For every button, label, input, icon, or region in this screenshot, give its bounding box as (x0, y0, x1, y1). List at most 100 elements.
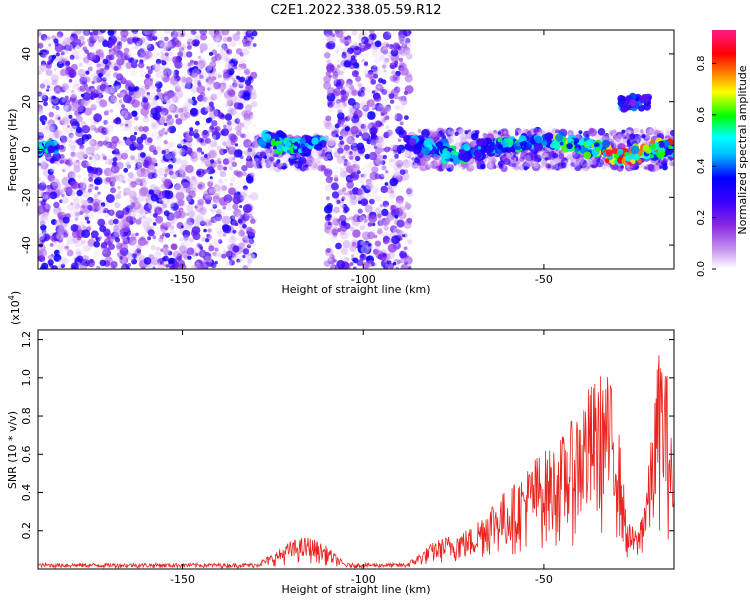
spectrogram-noise-cell (380, 172, 386, 178)
spectrogram-noise-cell (65, 127, 73, 134)
spectrogram-ridge-cell (33, 152, 37, 156)
spectrogram-noise-cell (183, 240, 190, 247)
spectrogram-noise-cell (69, 209, 77, 217)
spectrogram-noise-cell (245, 84, 254, 93)
spectrogram-noise-cell (450, 139, 455, 143)
spectrogram-noise-cell (385, 125, 390, 129)
spectrogram-noise-cell (644, 133, 651, 140)
spectrogram-noise-cell (89, 139, 95, 146)
spectrogram-noise-cell (374, 40, 382, 48)
spectrogram-noise-cell (400, 264, 409, 269)
spectrogram-noise-cell (123, 192, 127, 197)
spectrogram-ridge-cell (414, 143, 422, 150)
spectrogram-noise-cell (45, 209, 50, 213)
spectrogram-noise-cell (336, 67, 345, 76)
spectrogram-ridge-cell (566, 142, 573, 150)
spectrogram-noise-cell (245, 151, 251, 157)
spectrogram-noise-cell (380, 112, 385, 117)
spectrogram-noise-cell (405, 233, 413, 241)
spectrogram-noise-cell (236, 211, 244, 219)
spectrogram-noise-cell (326, 197, 331, 202)
spectrogram-noise-cell (219, 49, 224, 53)
spectrogram-noise-cell (201, 182, 206, 187)
spectrogram-noise-cell (460, 129, 466, 135)
spectrogram-noise-cell (146, 92, 150, 96)
spectrogram-noise-cell (52, 106, 62, 116)
spectrogram-noise-cell (463, 138, 469, 145)
spectrogram-noise-cell (64, 95, 69, 100)
spectrogram-noise-cell (327, 221, 332, 226)
spectrogram-noise-cell (142, 126, 149, 133)
spectrogram-noise-cell (156, 87, 162, 93)
spectrogram-noise-cell (567, 158, 576, 167)
spectrogram-noise-cell (382, 73, 388, 79)
spectrogram-noise-cell (197, 244, 203, 249)
spectrogram-noise-cell (376, 66, 383, 73)
spectrogram-noise-cell (373, 263, 377, 267)
spectrogram-noise-cell (163, 122, 168, 127)
spectrogram-noise-cell (399, 66, 408, 75)
spectrogram-noise-cell (241, 133, 247, 139)
spectrogram-noise-cell (163, 36, 169, 42)
spectrogram-noise-cell (150, 263, 156, 269)
spectrogram-noise-cell (336, 60, 340, 63)
spectrogram-noise-cell (143, 30, 152, 36)
spectrogram-noise-cell (209, 208, 213, 212)
spectrogram-noise-cell (370, 51, 378, 59)
spectrogram-noise-cell (63, 164, 72, 173)
spectrogram-noise-cell (126, 186, 136, 195)
spectrogram-noise-cell (246, 176, 254, 184)
spectrogram-noise-cell (221, 30, 230, 36)
spectrogram-ridge-cell (467, 154, 473, 160)
spectrogram-noise-cell (343, 83, 352, 92)
spectrogram-noise-cell (389, 164, 393, 168)
spectrogram-noise-cell (46, 60, 52, 66)
spectrogram-noise-cell (176, 259, 186, 269)
spectrogram-ridge-cell (293, 145, 298, 150)
spectrogram-noise-cell (384, 115, 390, 121)
spectrogram-noise-cell (161, 203, 167, 209)
spectrogram-noise-cell (126, 215, 134, 223)
spectrogram-noise-cell (109, 64, 114, 69)
spectrogram-noise-cell (239, 138, 243, 143)
spectrogram-noise-cell (147, 172, 155, 180)
spectrogram-noise-cell (191, 96, 196, 101)
spectrogram-noise-cell (74, 238, 83, 248)
spectrogram-noise-cell (219, 51, 228, 61)
spectrogram-noise-cell (117, 185, 121, 190)
spectrogram-noise-cell (171, 105, 180, 114)
spectrogram-noise-cell (625, 164, 630, 169)
spectrogram-noise-cell (175, 118, 183, 125)
spectrogram-noise-cell (384, 105, 392, 113)
spectrogram-noise-cell (404, 115, 409, 120)
spectrogram-noise-cell (79, 85, 86, 92)
spectrogram-noise-cell (244, 67, 251, 74)
spectrogram-noise-cell (654, 164, 661, 172)
spectrogram-noise-cell (38, 109, 44, 117)
spectrogram-noise-cell (139, 37, 146, 44)
spectrogram-ridge-cell (286, 149, 291, 154)
spectrogram-noise-cell (166, 199, 175, 208)
spectrogram-noise-cell (119, 108, 129, 117)
spectrogram-noise-cell (352, 147, 358, 153)
spectrogram-noise-cell (360, 136, 364, 140)
spectrogram-noise-cell (190, 91, 197, 98)
spectrogram-noise-cell (210, 198, 220, 208)
spectrogram-noise-cell (234, 81, 239, 87)
spectrogram-noise-cell (54, 88, 61, 95)
spectrogram-ridge-cell (47, 145, 56, 154)
spectrogram-noise-cell (400, 149, 409, 158)
spectrogram-noise-cell (81, 229, 91, 239)
spectrogram-noise-cell (188, 211, 196, 219)
spectrogram-noise-cell (228, 259, 235, 266)
spectrogram-noise-cell (381, 165, 387, 171)
spectrogram-noise-cell (153, 246, 157, 250)
spectrogram-noise-cell (62, 122, 71, 132)
spectrogram-ridge-cell (476, 138, 484, 147)
spectrogram-noise-cell (357, 83, 363, 88)
spectrogram-noise-cell (61, 176, 71, 186)
spectrogram-noise-cell (170, 243, 177, 250)
spectrogram-noise-cell (128, 184, 133, 189)
spectrogram-noise-cell (130, 202, 136, 208)
spectrogram-noise-cell (326, 59, 332, 65)
